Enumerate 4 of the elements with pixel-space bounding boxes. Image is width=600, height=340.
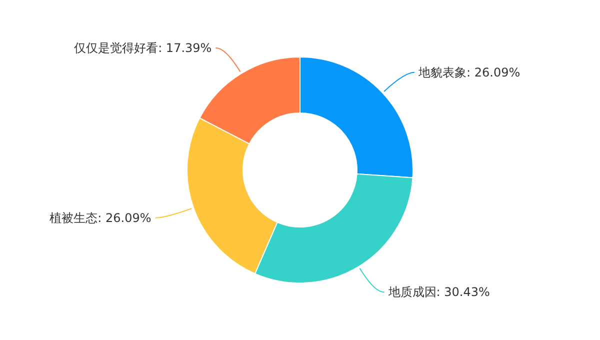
- slice-label: 植被生态: 26.09%: [50, 210, 152, 225]
- slice-label: 仅仅是觉得好看: 17.39%: [74, 40, 212, 55]
- slice-label: 地貌表象: 26.09%: [418, 65, 520, 80]
- slice-label: 地质成因: 30.43%: [387, 285, 490, 300]
